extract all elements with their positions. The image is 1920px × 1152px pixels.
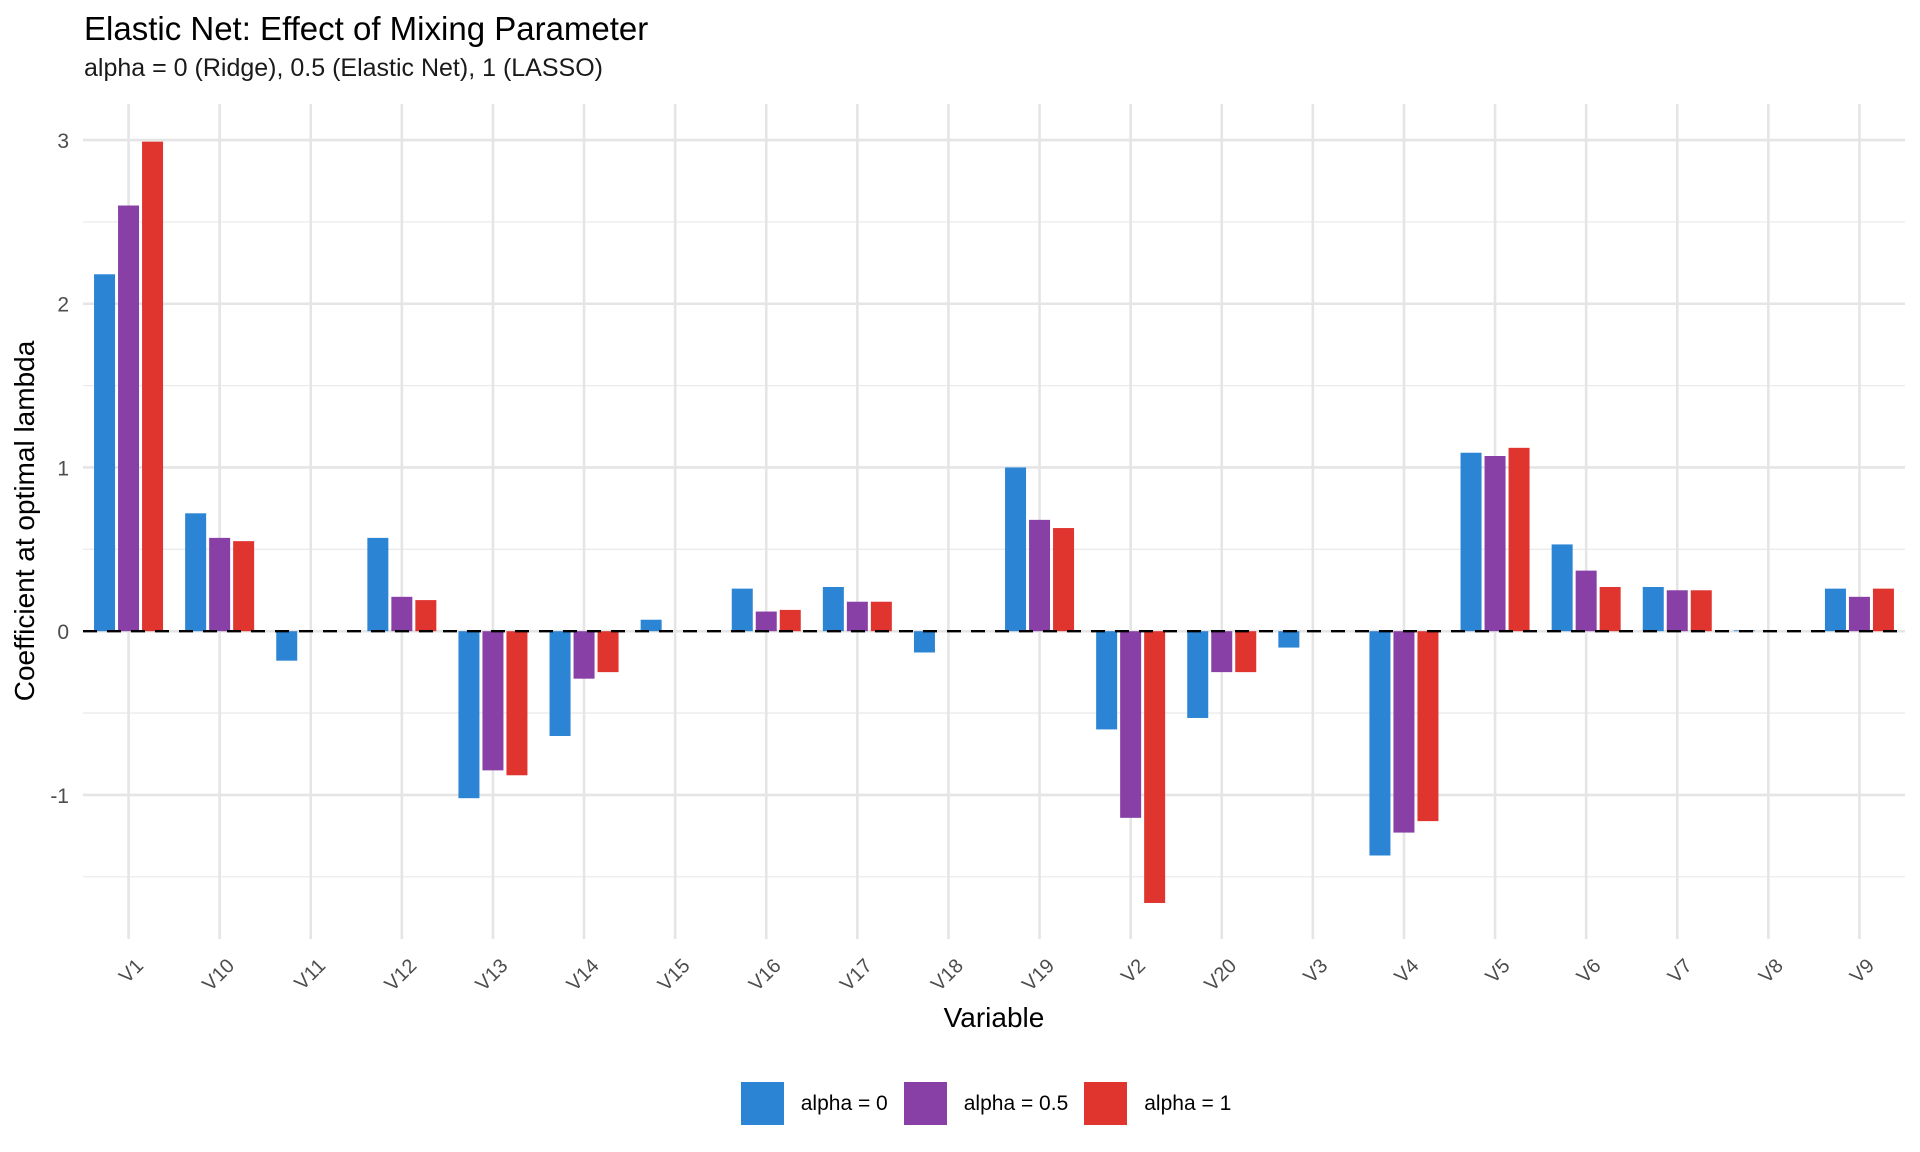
bar-V12-series-0 xyxy=(367,537,389,632)
bar-V9-series-2 xyxy=(1872,588,1894,632)
legend-swatch-alpha-0.5 xyxy=(903,1082,947,1125)
bar-V1-series-0 xyxy=(94,274,116,632)
bar-V3-series-0 xyxy=(1278,631,1300,648)
bar-V10-series-1 xyxy=(209,537,231,632)
legend-item-alpha-1: alpha = 1 xyxy=(1084,1082,1231,1125)
bar-V12-series-2 xyxy=(415,600,437,632)
x-tick-label: V11 xyxy=(291,955,331,995)
x-tick-label: V13 xyxy=(472,955,513,996)
bar-V16-series-1 xyxy=(755,611,777,632)
x-tick-label: V2 xyxy=(1117,955,1150,988)
x-axis-title: Variable xyxy=(944,1002,1045,1033)
y-tick-label: 3 xyxy=(57,130,69,153)
bar-V14-series-2 xyxy=(597,631,619,673)
y-tick-label: 0 xyxy=(57,621,69,644)
y-tick-label: 2 xyxy=(57,294,69,317)
bar-V2-series-2 xyxy=(1144,631,1166,903)
x-tick-label: V9 xyxy=(1846,955,1879,988)
x-tick-label: V14 xyxy=(563,955,604,996)
x-tick-label: V15 xyxy=(654,955,695,996)
x-tick-label: V7 xyxy=(1664,955,1697,988)
bar-V13-series-1 xyxy=(482,631,504,771)
bar-V19-series-2 xyxy=(1053,528,1075,632)
legend: alpha = 0 alpha = 0.5 alpha = 1 xyxy=(0,1082,1920,1125)
bar-V6-series-1 xyxy=(1575,570,1597,632)
chart-title: Elastic Net: Effect of Mixing Parameter xyxy=(84,10,649,47)
chart-subtitle: alpha = 0 (Ridge), 0.5 (Elastic Net), 1 … xyxy=(84,54,603,82)
x-tick-label: V1 xyxy=(115,955,148,988)
bar-V14-series-1 xyxy=(573,631,595,679)
x-tick-label: V3 xyxy=(1299,955,1332,988)
bar-V7-series-1 xyxy=(1666,590,1688,632)
x-tick-label: V4 xyxy=(1391,955,1424,988)
bar-V19-series-0 xyxy=(1005,467,1027,632)
bar-V17-series-1 xyxy=(846,601,868,632)
x-axis-ticks: V1 V10 V11 V12 V13 V14 V15 V16 V17 V18 V19 V2 V20 V3 V… xyxy=(115,955,1879,996)
x-tick-label: V20 xyxy=(1200,955,1241,996)
bar-V4-series-2 xyxy=(1417,631,1439,822)
bar-V10-series-0 xyxy=(185,513,207,632)
x-tick-label: V18 xyxy=(927,955,968,996)
bar-V13-series-0 xyxy=(458,631,480,799)
legend-item-alpha-0: alpha = 0 xyxy=(740,1082,888,1125)
bar-V2-series-1 xyxy=(1120,631,1142,818)
bar-V6-series-2 xyxy=(1599,586,1621,632)
bar-V7-series-2 xyxy=(1690,590,1712,632)
bar-V2-series-0 xyxy=(1096,631,1118,730)
bar-V15-series-0 xyxy=(640,619,662,632)
bar-V7-series-0 xyxy=(1642,586,1664,632)
bar-V6-series-0 xyxy=(1551,544,1573,632)
legend-label-alpha-0.5: alpha = 0.5 xyxy=(963,1091,1069,1115)
bar-V12-series-1 xyxy=(391,596,413,632)
x-tick-label: V16 xyxy=(745,955,786,996)
bar-V16-series-0 xyxy=(731,588,753,632)
bar-V10-series-2 xyxy=(233,541,255,632)
legend-swatch-alpha-0 xyxy=(740,1082,784,1125)
x-tick-label: V8 xyxy=(1755,955,1788,988)
bar-V5-series-1 xyxy=(1484,456,1506,632)
bar-V20-series-0 xyxy=(1187,631,1209,718)
y-tick-label: 1 xyxy=(57,457,69,480)
y-tick-label: -1 xyxy=(50,785,69,808)
bar-V14-series-0 xyxy=(549,631,571,736)
bar-V18-series-0 xyxy=(913,631,935,653)
bar-V13-series-2 xyxy=(506,631,528,776)
bar-V1-series-2 xyxy=(142,141,164,632)
x-tick-label: V19 xyxy=(1018,955,1059,996)
grid-lines xyxy=(83,104,1905,939)
legend-label-alpha-0: alpha = 0 xyxy=(800,1091,888,1115)
bar-V4-series-0 xyxy=(1369,631,1391,856)
bar-V11-series-0 xyxy=(276,631,298,661)
legend-item-alpha-0.5: alpha = 0.5 xyxy=(903,1082,1069,1125)
bar-V5-series-2 xyxy=(1508,447,1530,632)
x-tick-label: V17 xyxy=(836,955,877,996)
bar-V17-series-0 xyxy=(822,586,844,632)
x-tick-label: V6 xyxy=(1573,955,1606,988)
bar-V17-series-2 xyxy=(870,601,892,632)
x-tick-label: V12 xyxy=(381,955,422,996)
bars xyxy=(94,141,1894,903)
bar-V16-series-2 xyxy=(779,609,801,632)
bar-V9-series-1 xyxy=(1848,596,1870,632)
bar-V1-series-1 xyxy=(118,205,140,632)
bar-V20-series-1 xyxy=(1211,631,1233,673)
bar-V9-series-0 xyxy=(1824,588,1846,632)
legend-swatch-alpha-1 xyxy=(1084,1082,1128,1125)
x-tick-label: V10 xyxy=(198,955,239,996)
bar-V20-series-2 xyxy=(1235,631,1257,673)
legend-label-alpha-1: alpha = 1 xyxy=(1144,1091,1232,1115)
y-axis-title: Coefficient at optimal lambda xyxy=(9,340,40,701)
bar-V4-series-1 xyxy=(1393,631,1415,833)
bar-V5-series-0 xyxy=(1460,452,1482,632)
bar-V19-series-1 xyxy=(1029,519,1051,632)
y-axis-ticks: -1 0 1 2 3 xyxy=(50,130,69,808)
x-tick-label: V5 xyxy=(1482,955,1515,988)
